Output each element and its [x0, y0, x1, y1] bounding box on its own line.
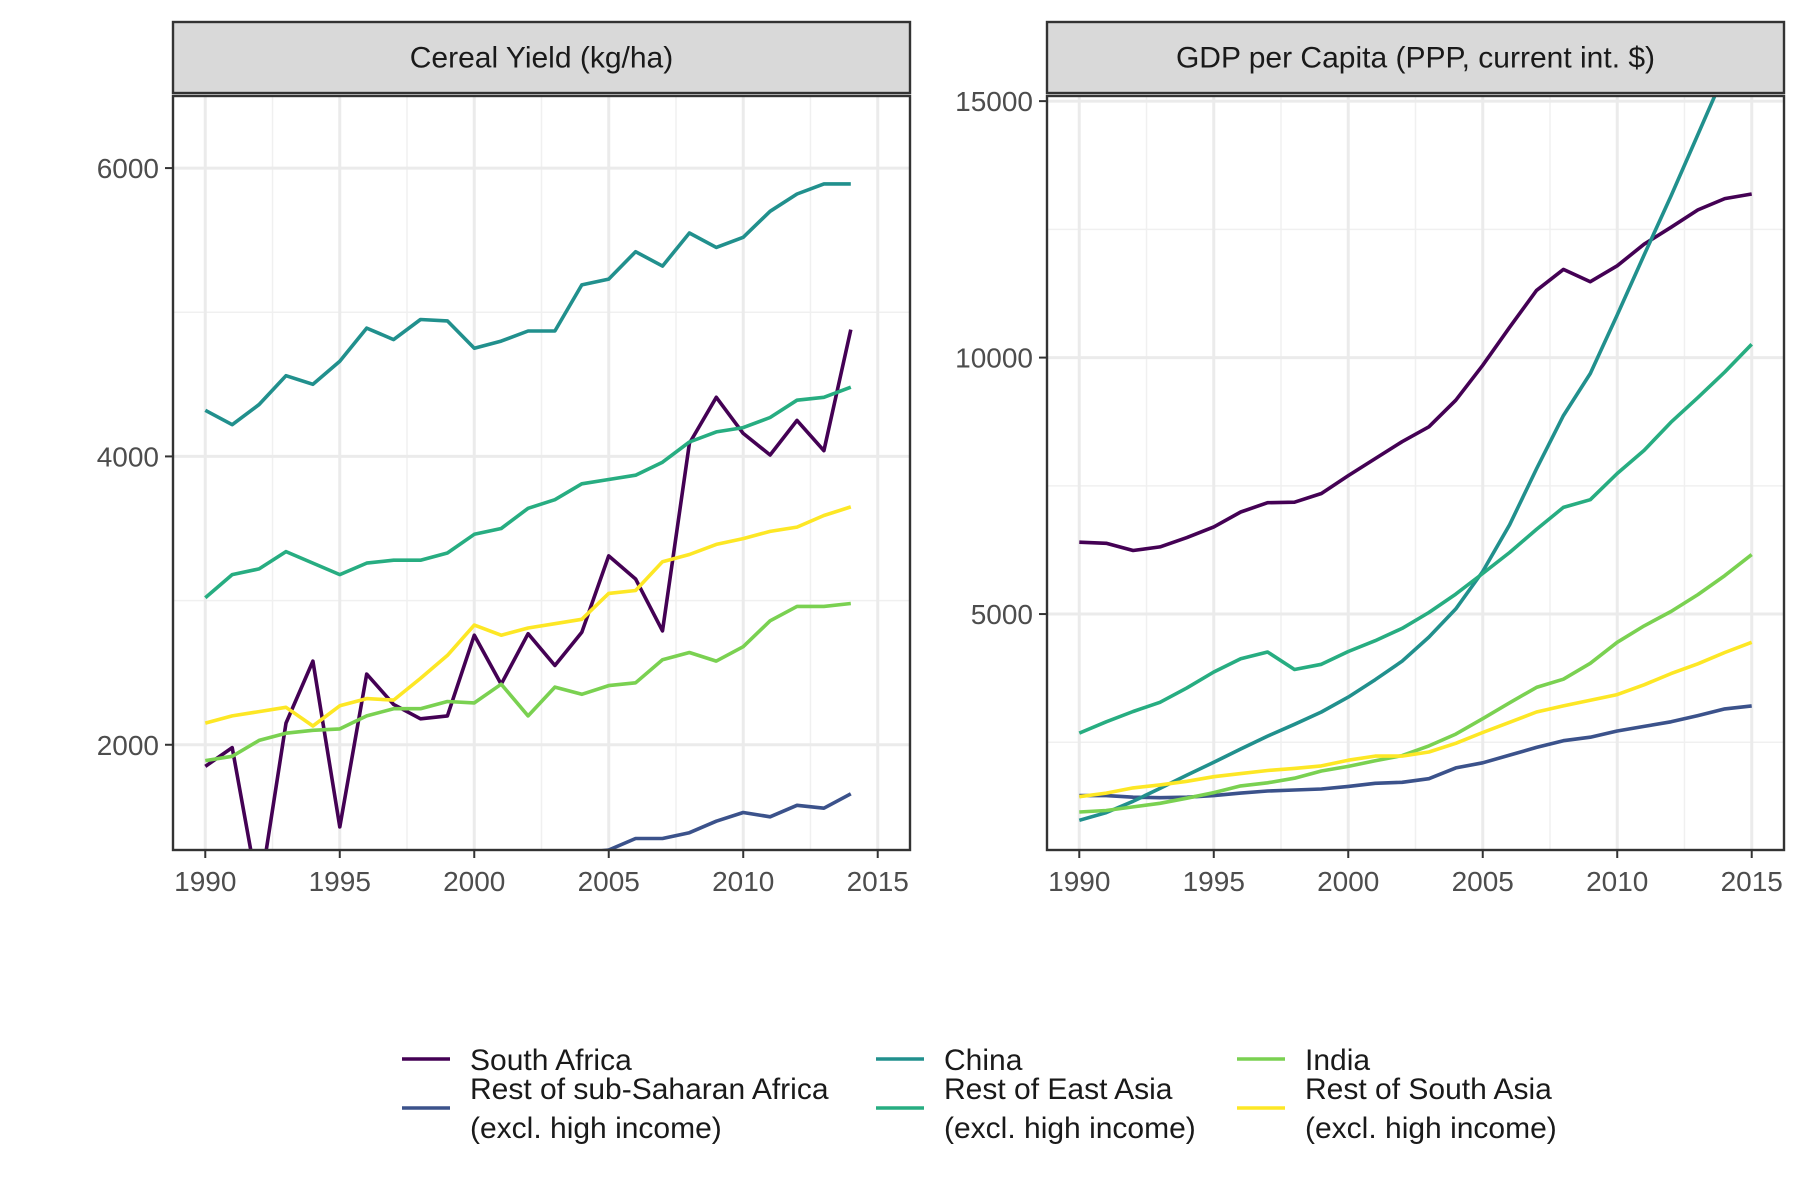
panel-1: Cereal Yield (kg/ha) 2000 4000 6000 1990 1995…	[97, 20, 912, 897]
series-line-south-africa	[204, 329, 853, 850]
series-group	[1078, 96, 1753, 823]
legend-label: India	[1305, 1044, 1370, 1077]
series-line-rest-of-east-asia-excl-high-income	[1078, 343, 1753, 735]
legend-item-china: China	[876, 1044, 1023, 1077]
legend-item-rest-of-south-asia-excl-high-income: Rest of South Asia (excl. high income)	[1237, 1073, 1557, 1145]
legend-label: Rest of sub-Saharan Africa (excl. high in…	[470, 1073, 829, 1145]
series-line-rest-of-south-asia-excl-high-income	[1079, 640, 1753, 799]
legend-label: Rest of East Asia (excl. high income)	[944, 1073, 1196, 1145]
x-tick-label: 1995	[1183, 866, 1245, 897]
series-line-south-africa	[1079, 192, 1753, 553]
facet-title: Cereal Yield (kg/ha)	[410, 42, 673, 75]
y-tick-label: 4000	[97, 441, 159, 472]
y-tick-label: 2000	[97, 730, 159, 761]
x-tick-label: 1990	[1048, 866, 1110, 897]
x-tick-label: 2005	[1452, 866, 1514, 897]
legend-label: South Africa	[470, 1044, 632, 1077]
series-line-china	[1078, 96, 1717, 823]
y-tick-label: 5000	[971, 599, 1033, 630]
y-tick-label: 15000	[955, 86, 1033, 117]
legend-label: China	[944, 1044, 1023, 1077]
x-tick-label: 1995	[309, 866, 371, 897]
series-line-rest-of-sub-saharan-africa-excl-high-income	[591, 792, 852, 850]
x-tick-label: 2005	[578, 866, 640, 897]
series-line-india	[1079, 553, 1753, 814]
x-tick-label: 2000	[443, 866, 505, 897]
facet-title: GDP per Capita (PPP, current int. $)	[1176, 42, 1655, 75]
legend-item-india: India	[1237, 1044, 1370, 1077]
y-tick-label: 10000	[955, 343, 1033, 374]
y-tick-label: 6000	[97, 153, 159, 184]
panel-2: GDP per Capita (PPP, current int. $) 5000…	[955, 20, 1786, 897]
x-tick-label: 2010	[712, 866, 774, 897]
legend-item-rest-of-east-asia-excl-high-income: Rest of East Asia (excl. high income)	[876, 1073, 1196, 1145]
facet-strip	[171, 20, 912, 95]
legend-item-rest-of-sub-saharan-africa-excl-high-income: Rest of sub-Saharan Africa (excl. high in…	[402, 1073, 829, 1145]
panel-border	[171, 94, 912, 852]
x-tick-label: 2015	[847, 866, 909, 897]
x-tick-label: 2010	[1586, 866, 1648, 897]
series-line-china	[204, 182, 851, 427]
x-tick-label: 2000	[1317, 866, 1379, 897]
panel-border	[1045, 94, 1786, 852]
series-line-rest-of-south-asia-excl-high-income	[204, 505, 852, 728]
legend-item-south-africa: South Africa	[402, 1044, 632, 1077]
x-tick-label: 1990	[174, 866, 236, 897]
series-group	[204, 182, 853, 850]
series-line-rest-of-east-asia-excl-high-income	[204, 385, 852, 600]
series-line-india	[205, 601, 851, 763]
legend-label: Rest of South Asia (excl. high income)	[1305, 1073, 1557, 1145]
x-tick-label: 2015	[1721, 866, 1783, 897]
facet-strip	[1045, 20, 1786, 95]
